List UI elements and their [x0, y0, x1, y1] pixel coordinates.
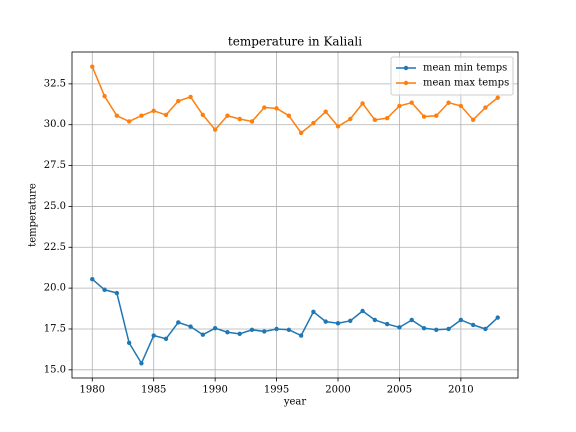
point [139, 113, 144, 118]
y-tick-label: 27.5 [44, 160, 66, 171]
point [384, 321, 390, 327]
point [188, 94, 193, 100]
point [139, 361, 144, 366]
y-tick-label: 15.0 [44, 364, 66, 375]
point [311, 309, 316, 315]
point [372, 117, 378, 123]
x-tick-label: 1990 [202, 385, 227, 396]
point [348, 116, 353, 122]
point [176, 98, 181, 104]
point [397, 325, 402, 330]
point [176, 320, 181, 325]
point [311, 120, 316, 126]
point [286, 327, 292, 332]
point [163, 336, 169, 341]
point [397, 103, 402, 109]
point [200, 112, 206, 118]
point [372, 317, 378, 323]
point [126, 119, 132, 124]
legend-marker [403, 65, 409, 71]
point [151, 108, 156, 114]
y-axis-label: temperature [28, 183, 39, 247]
point [323, 109, 328, 114]
point [495, 95, 500, 100]
point [163, 112, 169, 118]
point [114, 290, 120, 296]
point [262, 329, 267, 334]
point [90, 276, 95, 282]
point [409, 317, 414, 323]
point [126, 340, 132, 346]
point [335, 321, 341, 326]
point [495, 315, 500, 320]
point [458, 103, 464, 109]
point [200, 332, 206, 337]
y-tick-label: 17.5 [44, 323, 66, 334]
series-line [91, 66, 499, 134]
point [286, 113, 292, 118]
y-tick-label: 32.5 [44, 78, 66, 89]
x-axis-label: year [283, 397, 307, 408]
x-tick-label: 1980 [80, 385, 105, 396]
point [249, 327, 255, 332]
point [421, 325, 427, 331]
point [225, 113, 230, 118]
legend-box [390, 56, 514, 96]
point [384, 115, 390, 121]
point [151, 333, 156, 338]
point [360, 308, 365, 314]
point [323, 319, 328, 324]
point [446, 326, 451, 332]
point [335, 124, 341, 129]
point [446, 100, 451, 105]
point [483, 105, 488, 110]
point [212, 325, 218, 331]
series-line [91, 278, 499, 365]
point [274, 326, 279, 332]
point [434, 327, 439, 332]
point [102, 93, 107, 99]
x-tick-label: 1985 [141, 385, 166, 396]
y-tick-label: 30.0 [44, 119, 66, 130]
point [421, 114, 427, 119]
point [409, 100, 414, 105]
point [237, 116, 242, 122]
point [348, 318, 353, 324]
x-tick-label: 2010 [448, 385, 473, 396]
point [188, 324, 193, 329]
legend-marker [403, 80, 409, 86]
point [274, 106, 279, 111]
point [298, 130, 304, 136]
point [298, 333, 304, 338]
chart-title: temperature in Kaliali [228, 35, 362, 49]
x-tick-label: 2000 [325, 385, 350, 396]
point [237, 331, 242, 337]
point [249, 119, 255, 124]
point [114, 113, 120, 118]
point [90, 64, 95, 69]
legend-label: mean min temps [423, 63, 507, 74]
point [102, 287, 107, 292]
point [470, 117, 476, 123]
y-tick-label: 25.0 [44, 201, 66, 212]
y-tick-label: 22.5 [44, 242, 66, 253]
legend-label: mean max temps [423, 78, 509, 89]
point [262, 105, 267, 110]
point [483, 326, 488, 332]
point [225, 330, 230, 335]
point [458, 317, 464, 323]
y-tick-label: 20.0 [44, 283, 66, 294]
point [434, 113, 439, 118]
point [212, 127, 218, 132]
point [470, 322, 476, 328]
plot-frame [71, 51, 519, 379]
point [360, 101, 365, 106]
x-tick-label: 1995 [264, 385, 289, 396]
x-tick-label: 2005 [387, 385, 412, 396]
